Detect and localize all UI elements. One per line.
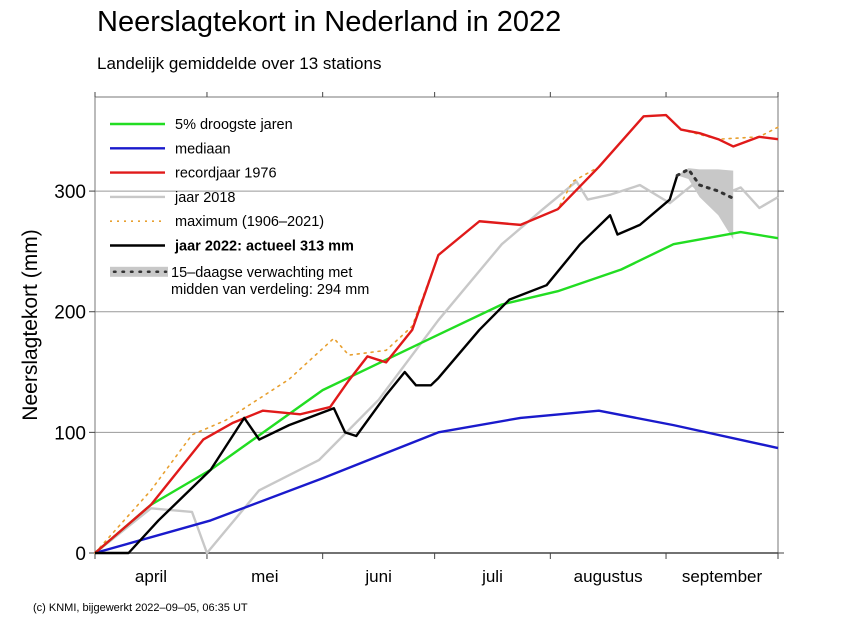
legend-label-1: mediaan [175,141,231,157]
x-tick-label-april: april [135,567,167,586]
legend-label-0: 5% droogste jaren [175,117,293,133]
x-tick-label-juli: juli [481,567,503,586]
series-line-0 [94,230,779,554]
legend-label-6: 15–daagse verwachting met midden van verd… [171,265,369,298]
chart-title: Neerslagtekort in Nederland in 2022 [97,6,562,38]
legend: 5% droogste jaren mediaan recordjaar 1976 j… [110,117,369,298]
x-tick-label-augustus: augustus [574,567,643,586]
series-line-3 [94,180,779,555]
y-axis-label: Neerslagtekort (mm) [19,229,42,420]
x-tick-label-mei: mei [251,567,278,586]
chart-subtitle: Landelijk gemiddelde over 13 stations [97,54,382,73]
legend-label-5: jaar 2022: actueel 313 mm [174,239,354,255]
y-tick-label: 200 [54,303,86,324]
series-line-5 [95,175,679,555]
x-tick-label-september: september [682,567,763,586]
y-tick-label: 100 [54,423,86,444]
credit-text: (c) KNMI, bijgewerkt 2022–09–05, 06:35 U… [33,602,248,614]
series-line-6 [675,167,735,200]
forecast-band [677,168,734,240]
series-line-2 [94,113,779,554]
y-tick-label: 300 [54,182,86,203]
x-tick-label-juni: juni [364,567,391,586]
legend-label-4: maximum (1906–2021) [175,214,324,230]
series-line-1 [94,409,779,555]
y-tick-label: 0 [75,544,86,565]
legend-label-2: recordjaar 1976 [175,166,277,182]
legend-label-3: jaar 2018 [174,190,235,206]
